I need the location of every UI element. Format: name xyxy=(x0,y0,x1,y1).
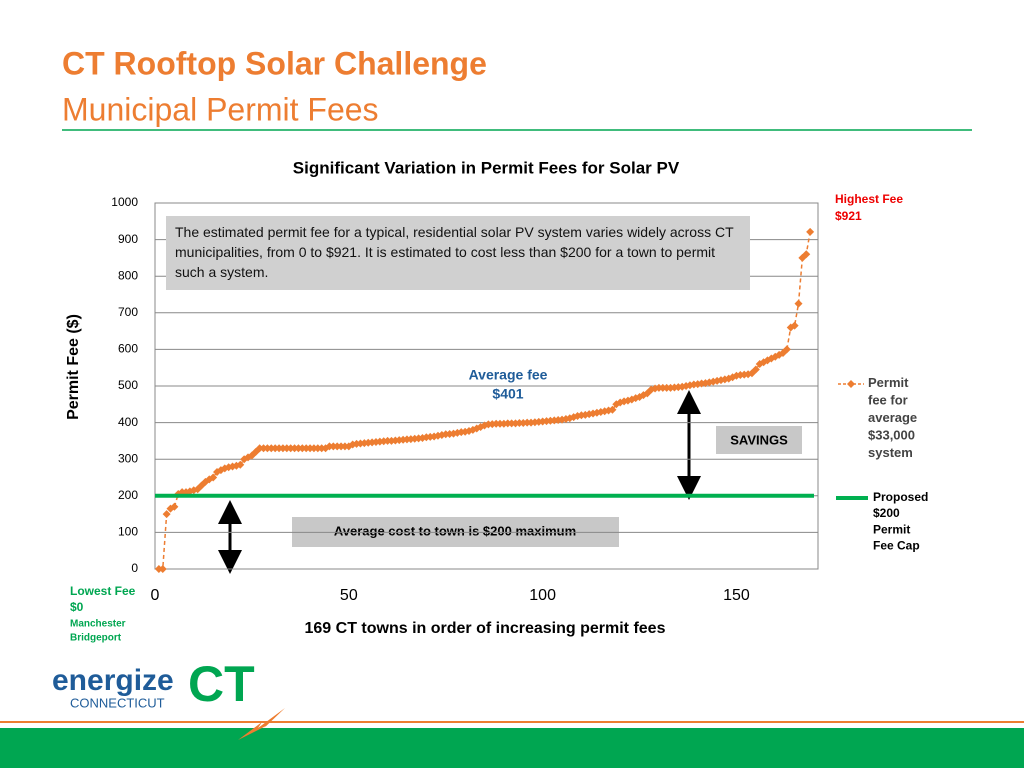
fee-marker xyxy=(794,299,803,308)
y-tick-label: 100 xyxy=(118,525,138,539)
highest-value: $921 xyxy=(835,209,862,223)
x-tick-label: 100 xyxy=(529,587,556,604)
y-label: Permit Fee ($) xyxy=(65,314,82,420)
y-tick-label: 0 xyxy=(131,561,138,575)
fee-marker xyxy=(170,502,179,511)
savings-box xyxy=(716,426,802,454)
average-label: Average fee xyxy=(469,367,548,383)
y-tick-label: 900 xyxy=(118,232,138,246)
x-label: 169 CT towns in order of increasing perm… xyxy=(305,620,666,637)
y-tick-label: 300 xyxy=(118,451,138,465)
footer-band xyxy=(0,728,1024,768)
legend-swatch xyxy=(847,380,855,388)
fee-marker xyxy=(806,227,815,236)
note-box: The estimated permit fee for a typical, … xyxy=(166,216,750,290)
slide-subtitle: Municipal Permit Fees xyxy=(62,91,379,127)
lowest-town: Manchester xyxy=(70,619,126,630)
y-tick-label: 200 xyxy=(118,488,138,502)
x-tick-label: 150 xyxy=(723,587,750,604)
lowest-town: Bridgeport xyxy=(70,633,122,644)
chart-title: Significant Variation in Permit Fees for… xyxy=(293,158,680,177)
fee-marker xyxy=(158,565,167,573)
fee-marker xyxy=(608,405,617,414)
y-tick-label: 800 xyxy=(118,268,138,282)
fee-marker xyxy=(751,365,760,374)
highest-label: Highest Fee xyxy=(835,192,903,206)
logo-sub: CONNECTICUT xyxy=(70,695,165,710)
lowest-value: $0 xyxy=(70,600,84,614)
slide-title: CT Rooftop Solar Challenge xyxy=(62,45,487,81)
fee-marker xyxy=(236,460,245,469)
legend-label: Permit fee for average $33,000 system xyxy=(868,375,917,460)
y-tick-label: 700 xyxy=(118,305,138,319)
logo-bolt xyxy=(238,708,285,740)
cost-label: Average cost to town is $200 maximum xyxy=(334,523,576,538)
lowest-label: Lowest Fee xyxy=(70,584,136,598)
x-tick-label: 0 xyxy=(151,587,160,604)
savings-label: SAVINGS xyxy=(730,432,788,447)
plot-frame xyxy=(154,202,819,570)
average-value: $401 xyxy=(492,386,523,402)
legend-label: Proposed $200 Permit Fee Cap xyxy=(873,490,928,553)
logo-word: energize xyxy=(52,664,174,697)
x-tick-label: 50 xyxy=(340,587,358,604)
fee-marker xyxy=(209,473,218,482)
y-tick-label: 600 xyxy=(118,342,138,356)
fee-marker xyxy=(782,345,791,354)
y-tick-label: 1000 xyxy=(111,195,138,209)
fee-marker xyxy=(790,321,799,330)
y-tick-label: 400 xyxy=(118,415,138,429)
fee-marker xyxy=(162,510,171,519)
logo-mark: CT xyxy=(188,656,255,712)
fee-marker xyxy=(802,250,811,259)
y-tick-label: 500 xyxy=(118,378,138,392)
